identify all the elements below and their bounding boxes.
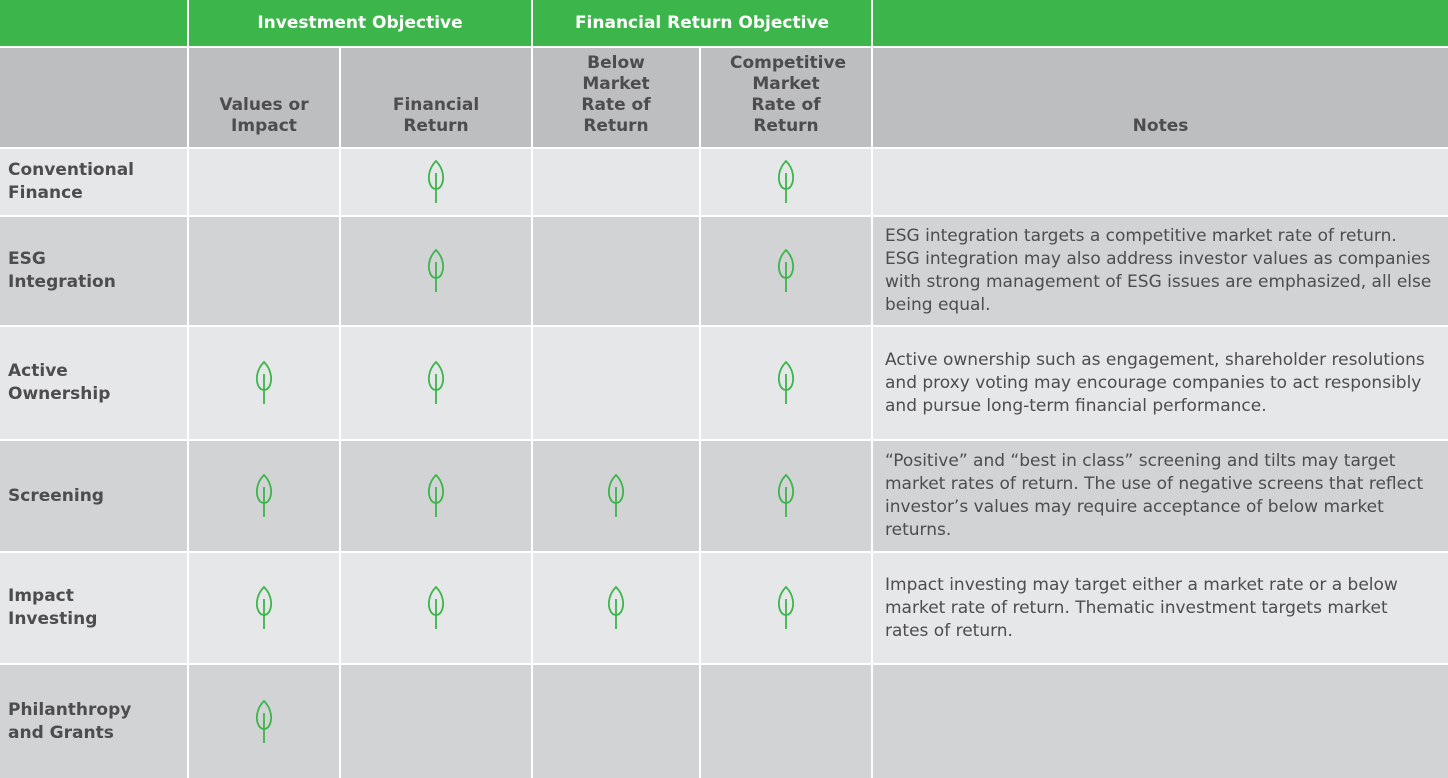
column-header-text: Financial Return (392, 95, 480, 136)
leaf-icon (428, 585, 444, 629)
check-cell (701, 149, 871, 215)
check-cell (341, 149, 531, 215)
check-cell (533, 665, 699, 778)
row-label-text: Conventional Finance (8, 160, 135, 203)
header-group-text: Investment Objective (257, 13, 463, 33)
row-label: Impact Investing (0, 553, 187, 663)
check-cell (533, 441, 699, 551)
column-header-text: Values or Impact (219, 95, 309, 136)
row-label: ESG Integration (0, 217, 187, 325)
check-cell (341, 441, 531, 551)
check-cell (533, 327, 699, 439)
leaf-icon (778, 159, 794, 203)
row-label-text: Active Ownership (8, 361, 111, 404)
column-header: Competitive Market Rate of Return (701, 48, 871, 147)
header-corner (0, 0, 187, 46)
column-header: Below Market Rate of Return (533, 48, 699, 147)
check-cell (341, 553, 531, 663)
row-label: Philanthropy and Grants (0, 665, 187, 778)
row-label: Screening (0, 441, 187, 551)
check-cell (701, 327, 871, 439)
check-cell (701, 441, 871, 551)
column-header: Values or Impact (189, 48, 339, 147)
column-header-corner (0, 48, 187, 147)
leaf-icon (608, 473, 624, 517)
notes-cell (873, 149, 1448, 215)
leaf-icon (428, 473, 444, 517)
check-cell (189, 327, 339, 439)
check-cell (341, 665, 531, 778)
column-header: Financial Return (341, 48, 531, 147)
check-cell (701, 665, 871, 778)
check-cell (533, 553, 699, 663)
notes-cell: Impact investing may target either a mar… (873, 553, 1448, 663)
notes-cell-text: ESG integration targets a competitive ma… (885, 226, 1432, 315)
header-group: Financial Return Objective (533, 0, 871, 46)
row-label-text: Screening (8, 485, 104, 506)
notes-cell: ESG integration targets a competitive ma… (873, 217, 1448, 325)
leaf-icon (428, 159, 444, 203)
check-cell (701, 217, 871, 325)
notes-cell: Active ownership such as engagement, sha… (873, 327, 1448, 439)
header-blank (873, 0, 1448, 46)
leaf-icon (256, 699, 272, 743)
leaf-icon (778, 248, 794, 292)
notes-cell (873, 665, 1448, 778)
row-label-text: ESG Integration (8, 249, 116, 292)
check-cell (189, 217, 339, 325)
check-cell (189, 441, 339, 551)
check-cell (341, 327, 531, 439)
column-header-text: Notes (1132, 116, 1189, 136)
row-label: Active Ownership (0, 327, 187, 439)
check-cell (533, 149, 699, 215)
check-cell (533, 217, 699, 325)
notes-cell-text: “Positive” and “best in class” screening… (885, 451, 1424, 540)
leaf-icon (256, 585, 272, 629)
header-group-text: Financial Return Objective (574, 13, 830, 33)
notes-cell: “Positive” and “best in class” screening… (873, 441, 1448, 551)
leaf-icon (428, 360, 444, 404)
row-label-text: Impact Investing (8, 586, 98, 629)
notes-cell-text: Impact investing may target either a mar… (885, 574, 1398, 641)
leaf-icon (778, 473, 794, 517)
leaf-icon (608, 585, 624, 629)
check-cell (341, 217, 531, 325)
check-cell (189, 553, 339, 663)
row-label-text: Philanthropy and Grants (8, 699, 132, 743)
leaf-icon (778, 360, 794, 404)
check-cell (189, 665, 339, 778)
column-header-text: Below Market Rate of Return (581, 53, 651, 136)
check-cell (189, 149, 339, 215)
check-cell (701, 553, 871, 663)
header-group: Investment Objective (189, 0, 531, 46)
leaf-icon (256, 473, 272, 517)
column-header-text: Competitive Market Rate of Return (730, 53, 847, 136)
leaf-icon (778, 585, 794, 629)
row-label: Conventional Finance (0, 149, 187, 215)
column-header: Notes (873, 48, 1448, 147)
leaf-icon (428, 248, 444, 292)
notes-cell-text: Active ownership such as engagement, sha… (885, 349, 1425, 416)
leaf-icon (256, 360, 272, 404)
